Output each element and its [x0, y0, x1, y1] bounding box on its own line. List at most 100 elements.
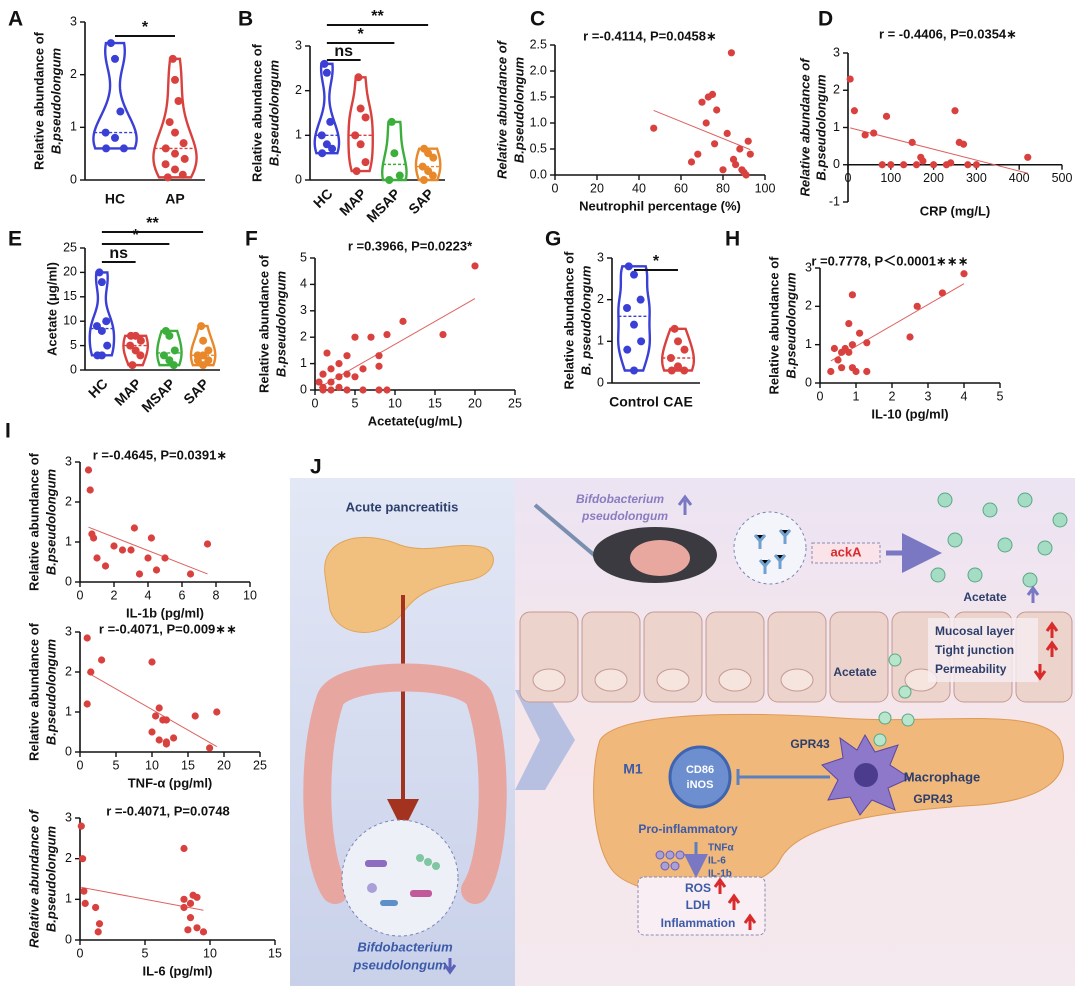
data-point	[86, 486, 94, 494]
gene: ackA	[830, 544, 862, 559]
x-tick-label: CAE	[663, 394, 693, 410]
disease-title: Acute pancreatitis	[346, 499, 459, 514]
data-point	[708, 90, 717, 98]
data-point	[882, 112, 891, 120]
y-tick-label: 4	[300, 277, 307, 291]
panel-letter: C	[530, 8, 545, 31]
data-point	[959, 140, 968, 148]
x-axis-title: IL-10 (pg/ml)	[871, 406, 948, 421]
x-tick-label: 400	[1009, 171, 1030, 185]
data-point	[960, 270, 968, 278]
data-point	[947, 159, 955, 167]
data-point	[322, 68, 331, 77]
data-point	[471, 262, 479, 270]
data-point	[624, 262, 633, 271]
y-tick-label: 3	[597, 250, 604, 264]
chart-title: r =0.3966, P=0.0223*	[348, 238, 473, 253]
data-point	[343, 386, 351, 394]
data-point	[83, 634, 91, 642]
data-point	[171, 128, 179, 137]
x-tick-label: 20	[217, 758, 231, 772]
y-tick-label: 15	[63, 289, 77, 303]
panel-letter: I	[5, 420, 11, 443]
data-point	[184, 926, 192, 934]
change-arrows	[1033, 621, 1059, 681]
data-point	[335, 360, 343, 368]
data-point	[144, 554, 152, 562]
data-point	[636, 295, 645, 304]
data-point	[319, 370, 327, 378]
data-point	[848, 291, 857, 299]
y-tick-label: 3	[65, 624, 72, 638]
data-point	[367, 333, 375, 341]
data-point	[906, 333, 914, 341]
data-point	[356, 104, 365, 113]
x-axis-title: Neutrophil percentage (%)	[579, 198, 741, 213]
barrier-item: Permeability	[935, 662, 1007, 676]
y-tick-label: 2	[65, 494, 72, 508]
data-point	[315, 378, 323, 386]
significance-label: ns	[334, 43, 353, 60]
chart-title: r =-0.4645, P=0.0391∗	[93, 447, 228, 462]
bacteria	[365, 854, 440, 906]
bacterium-name: Bifdobacterium	[357, 939, 453, 954]
y-tick-label: 0	[833, 157, 840, 171]
y-axis-title: Relative abundance of	[797, 57, 812, 197]
data-point	[97, 278, 106, 287]
cytokine: IL-1b	[708, 869, 732, 880]
data-point	[390, 149, 399, 158]
data-point	[727, 49, 736, 57]
y-axis-title: Relative abundance of	[766, 256, 781, 395]
data-point	[951, 107, 959, 115]
data-point	[159, 351, 168, 360]
y-axis-title: Relative abundance of	[26, 622, 41, 761]
y-axis-title: B.pseudolongum	[43, 638, 58, 745]
data-point	[161, 554, 169, 562]
x-tick-label: 10	[243, 588, 257, 602]
x-tick-label: 4	[961, 389, 968, 403]
data-point	[111, 133, 119, 142]
significance-label: **	[146, 215, 159, 232]
panel-letter: H	[725, 228, 740, 251]
trend-line	[653, 109, 751, 151]
y-tick-label: 1	[597, 334, 604, 348]
x-tick-label: 25	[253, 758, 267, 772]
y-tick-label: 1	[805, 337, 812, 351]
data-point	[630, 366, 638, 375]
violin	[313, 62, 341, 155]
y-axis-title: B.pseudolongum	[273, 270, 288, 377]
y-tick-label: 1.5	[530, 89, 547, 103]
y-tick-label: -1	[829, 194, 840, 208]
data-point	[322, 140, 331, 149]
cytokine: IL-6	[708, 856, 726, 867]
y-tick-label: 2	[805, 299, 812, 313]
barrier-box	[928, 618, 1038, 682]
violin	[616, 265, 652, 372]
data-point	[180, 844, 188, 853]
data-point	[77, 822, 85, 830]
chart-title: r =-0.4071, P=0.009∗∗	[99, 621, 237, 636]
y-tick-label: 3	[295, 38, 302, 52]
outcome: Inflammation	[661, 916, 736, 930]
panel-letter: F	[245, 228, 258, 251]
data-point	[199, 928, 208, 936]
chart-title: r =-0.4114, P=0.0458∗	[583, 28, 717, 43]
data-point	[118, 546, 127, 554]
data-point	[930, 161, 938, 169]
y-tick-label: 2	[295, 83, 302, 97]
data-point	[130, 524, 138, 532]
y-tick-label: 2	[833, 83, 840, 97]
data-point	[674, 337, 682, 346]
x-tick-label: HC	[105, 191, 125, 207]
data-point	[180, 895, 188, 903]
x-tick-label: 5	[113, 758, 120, 772]
up-arrow	[677, 494, 693, 515]
data-point	[186, 570, 195, 578]
inhibition	[736, 769, 830, 785]
transition-arrow	[515, 690, 575, 790]
data-point	[845, 319, 853, 328]
metabolite: Acetate	[833, 665, 877, 679]
x-axis-title: Acetate(ug/mL)	[368, 413, 463, 428]
chart-title: r =-0.4071, P=0.0748	[106, 803, 230, 818]
data-point	[95, 268, 104, 277]
